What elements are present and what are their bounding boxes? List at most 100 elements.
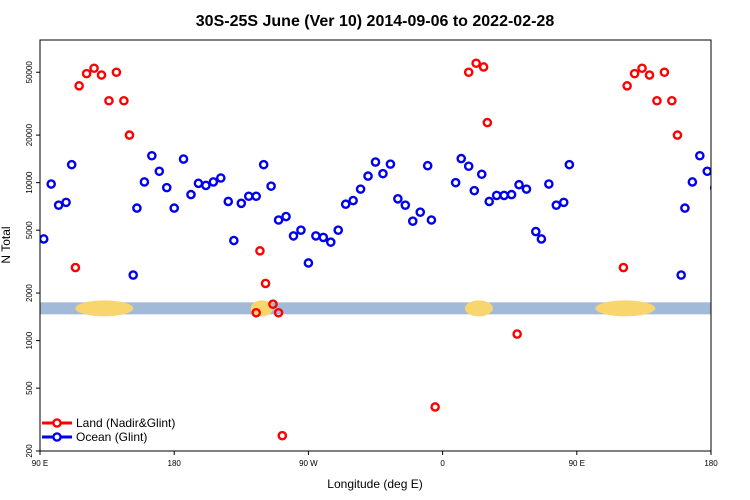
- ocean-point: [215, 173, 226, 183]
- land-point: [277, 430, 288, 441]
- ocean-point: [370, 157, 381, 167]
- y-tick-label: 50000: [25, 61, 34, 84]
- land-point: [74, 81, 84, 91]
- ocean-point: [318, 232, 329, 243]
- land-point: [644, 70, 655, 80]
- ocean-point: [456, 153, 467, 164]
- land-point: [273, 307, 284, 318]
- ocean-point: [178, 154, 189, 164]
- ocean-point: [407, 216, 418, 227]
- y-axis-label: N Total: [0, 226, 13, 263]
- ocean-point: [484, 196, 494, 207]
- ocean-point: [400, 200, 411, 210]
- ocean-point: [236, 198, 247, 209]
- ocean-point: [469, 185, 480, 196]
- y-tick-label: 5000: [25, 221, 34, 239]
- ocean-point: [426, 215, 437, 225]
- land-point: [471, 58, 481, 69]
- ocean-point: [506, 189, 517, 200]
- land-band-segment: [250, 300, 273, 317]
- ocean-point: [476, 169, 487, 180]
- ocean-point: [536, 234, 547, 244]
- land-point: [622, 81, 632, 91]
- ocean-point: [266, 181, 276, 191]
- ocean-point: [514, 179, 524, 190]
- land-band-segment: [75, 300, 134, 317]
- legend-marker: [52, 432, 62, 442]
- land-point: [637, 63, 647, 74]
- land-point: [96, 70, 107, 80]
- ocean-point: [325, 237, 336, 247]
- ocean-point: [348, 195, 358, 206]
- y-tick-label: 500: [25, 381, 34, 395]
- x-axis-label: Longitude (deg E): [327, 477, 422, 491]
- ocean-band: [40, 302, 711, 315]
- ocean-point: [385, 159, 396, 169]
- ocean-point: [363, 171, 373, 181]
- ocean-point: [223, 196, 234, 207]
- land-point: [430, 402, 440, 412]
- ocean-point: [169, 203, 179, 213]
- ocean-point: [251, 191, 262, 202]
- ocean-point: [521, 184, 532, 194]
- ocean-point: [132, 203, 142, 213]
- ocean-point: [333, 225, 344, 235]
- land-point: [463, 67, 474, 78]
- x-tick-label: 0: [440, 459, 445, 468]
- ocean-point: [422, 160, 433, 171]
- land-point: [89, 63, 99, 74]
- land-point: [667, 95, 677, 106]
- land-point: [652, 95, 662, 106]
- land-point: [255, 246, 265, 256]
- ocean-point: [186, 189, 196, 200]
- ocean-point: [463, 161, 474, 172]
- ocean-point: [378, 168, 388, 179]
- ocean-point: [128, 270, 138, 280]
- y-tick-label: 20000: [25, 123, 34, 146]
- legend: Land (Nadir&Glint)Ocean (Glint): [42, 416, 175, 444]
- land-point: [478, 62, 489, 72]
- land-point: [260, 278, 271, 289]
- ocean-point: [296, 225, 306, 235]
- land-point: [111, 67, 122, 78]
- legend-label: Land (Nadir&Glint): [76, 416, 175, 430]
- land-point: [512, 329, 522, 339]
- x-tick-label: 90 E: [32, 459, 48, 468]
- y-tick-label: 200: [25, 444, 34, 458]
- land-point: [124, 130, 135, 140]
- chart-title: 30S-25S June (Ver 10) 2014-09-06 to 2022…: [196, 13, 555, 30]
- land-point: [659, 67, 670, 78]
- land-band-segment: [464, 300, 493, 317]
- ocean-point: [273, 215, 284, 225]
- ocean-point: [544, 179, 554, 189]
- x-tick-label: 180: [704, 459, 718, 468]
- ocean-point: [61, 197, 71, 208]
- x-axis: 90 E 180 90 W 0 90 E 180: [32, 451, 718, 468]
- legend-label: Ocean (Glint): [76, 430, 147, 444]
- ocean-point: [139, 177, 150, 187]
- ocean-point: [450, 177, 461, 188]
- land-point: [268, 299, 278, 309]
- y-tick-label: 10000: [25, 171, 34, 194]
- x-tick-label: 90 W: [299, 459, 318, 468]
- ocean-point: [355, 184, 366, 194]
- ocean-point: [161, 182, 172, 193]
- plot-frame: [39, 39, 712, 452]
- y-tick-label: 2000: [25, 284, 34, 302]
- land-point: [629, 68, 640, 79]
- ocean-point: [695, 150, 705, 161]
- ocean-point: [303, 258, 314, 268]
- ocean-point: [154, 166, 165, 177]
- ocean-point: [229, 235, 239, 246]
- ocean-point: [558, 197, 569, 208]
- legend-marker: [52, 418, 62, 428]
- ocean-point: [288, 231, 299, 241]
- y-axis: 200 500 1000 2000 5000 10000 20000 50000: [25, 61, 40, 458]
- ocean-point: [340, 199, 351, 210]
- ocean-point: [564, 159, 575, 170]
- land-point: [119, 95, 129, 106]
- ocean-point: [46, 179, 56, 189]
- land-point: [618, 262, 629, 273]
- band-layer: [40, 300, 711, 317]
